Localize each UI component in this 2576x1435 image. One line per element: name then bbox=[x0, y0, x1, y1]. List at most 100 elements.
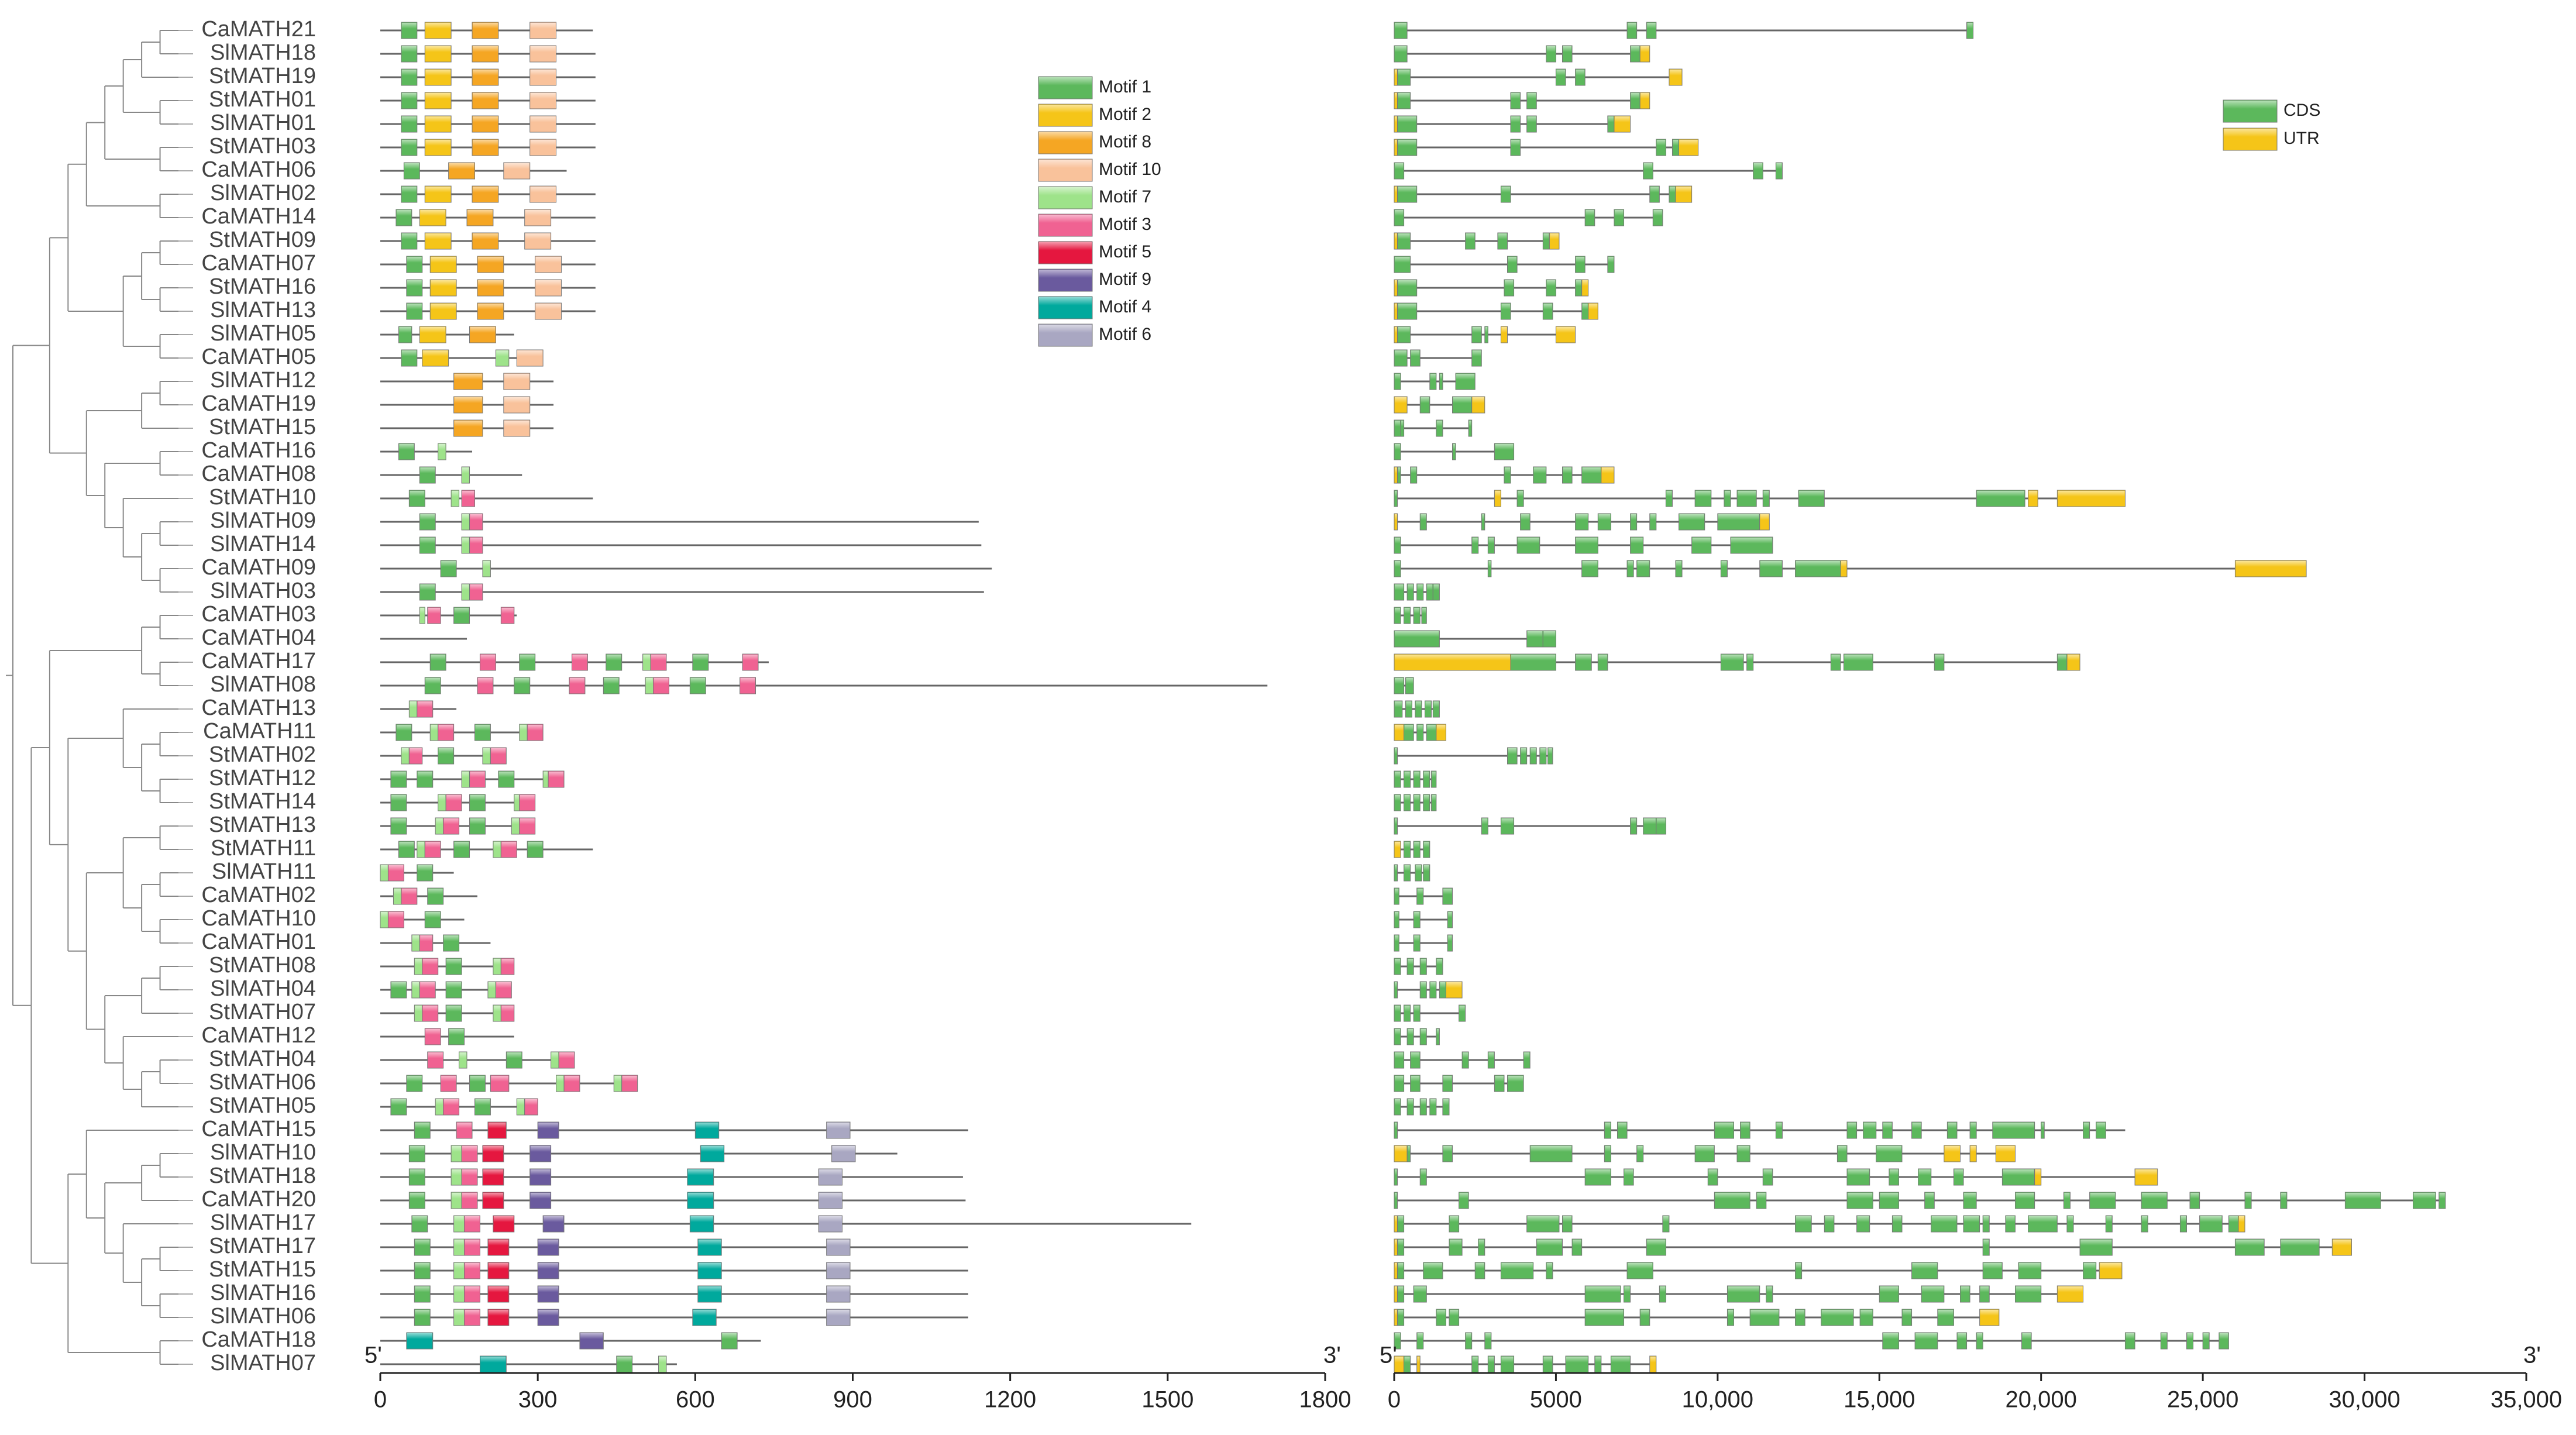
block-highlight bbox=[1799, 491, 1824, 497]
block-highlight bbox=[1738, 491, 1756, 497]
motif-box-highlight bbox=[722, 1333, 737, 1339]
gene-row-slmath16 bbox=[1394, 1285, 2084, 1303]
cds-block bbox=[1659, 1285, 1666, 1303]
legend-swatch-highlight bbox=[1039, 105, 1092, 113]
block-highlight bbox=[1576, 514, 1588, 520]
block-highlight bbox=[1663, 1216, 1669, 1222]
motif-box-highlight bbox=[698, 1263, 721, 1269]
gene-row-stmath02 bbox=[1394, 747, 1553, 765]
gene-structure-panel: 0 5000 10,000 15,000 20,000 25,000 30,000 35,00… bbox=[1380, 22, 2562, 1413]
motif-box-highlight bbox=[504, 163, 529, 169]
cds-block bbox=[1404, 864, 1411, 882]
axis-tick-label: 35,000 bbox=[2491, 1387, 2562, 1413]
block-highlight bbox=[1459, 1006, 1465, 1011]
motif-box-highlight bbox=[530, 140, 556, 146]
block-highlight bbox=[1395, 514, 1397, 520]
legend-item-motif-2: Motif 2 bbox=[1038, 104, 1151, 127]
motif-box-highlight bbox=[493, 842, 501, 848]
block-highlight bbox=[1741, 1123, 1750, 1128]
block-highlight bbox=[1876, 1146, 1901, 1152]
cds-block bbox=[1630, 513, 1638, 531]
block-highlight bbox=[1482, 818, 1488, 824]
motif-box-highlight bbox=[528, 725, 543, 731]
cds-block bbox=[1419, 1168, 1427, 1186]
block-highlight bbox=[1421, 959, 1426, 965]
block-highlight bbox=[1421, 1169, 1426, 1175]
block-highlight bbox=[1595, 1357, 1601, 1362]
gene-row-stmath17 bbox=[1394, 1238, 2352, 1256]
motif-box-highlight bbox=[622, 1076, 637, 1082]
motif-box-highlight bbox=[488, 1123, 506, 1128]
block-highlight bbox=[1938, 1310, 1954, 1316]
block-highlight bbox=[1582, 467, 1601, 473]
block-highlight bbox=[2126, 1333, 2135, 1339]
block-highlight bbox=[1656, 818, 1666, 824]
block-highlight bbox=[1395, 304, 1397, 309]
block-highlight bbox=[1456, 374, 1475, 380]
gene-row-slmath08 bbox=[1394, 677, 1414, 694]
block-highlight bbox=[1731, 538, 1772, 543]
block-highlight bbox=[1531, 748, 1536, 754]
block-highlight bbox=[1977, 1333, 1983, 1339]
gene-row-camath02 bbox=[1394, 887, 1453, 905]
gene-row-camath18 bbox=[1394, 1332, 2229, 1350]
gene-row-camath10 bbox=[1394, 911, 1453, 928]
cds-block bbox=[1429, 373, 1437, 390]
motif-box-highlight bbox=[470, 818, 485, 824]
motif-box-highlight bbox=[520, 725, 527, 731]
block-highlight bbox=[1398, 304, 1416, 309]
motif-box-highlight bbox=[407, 304, 422, 309]
motif-box-highlight bbox=[473, 116, 498, 122]
motif-box-highlight bbox=[438, 444, 446, 450]
motif-box-highlight bbox=[425, 842, 441, 848]
legend-item-utr: UTR bbox=[2223, 128, 2320, 151]
block-highlight bbox=[1432, 795, 1436, 801]
block-highlight bbox=[1398, 1240, 1404, 1245]
block-highlight bbox=[1395, 1310, 1397, 1316]
block-highlight bbox=[1395, 233, 1397, 239]
cds-block bbox=[1406, 583, 1414, 601]
block-highlight bbox=[1848, 1123, 1856, 1128]
block-highlight bbox=[1395, 397, 1407, 403]
cds-block bbox=[1419, 958, 1427, 975]
gene-row-stmath06 bbox=[1394, 1075, 1524, 1092]
cds-block bbox=[1413, 1004, 1421, 1022]
legend-item-motif-10: Motif 10 bbox=[1038, 159, 1161, 182]
gene-row-slmath07 bbox=[1394, 1355, 1657, 1373]
axis-tick-label: 10,000 bbox=[1682, 1387, 1753, 1413]
block-highlight bbox=[1395, 959, 1401, 965]
gene-label: StMATH01 bbox=[209, 87, 316, 112]
motif-row-stmath02: StMATH02 bbox=[209, 742, 507, 767]
block-highlight bbox=[1501, 187, 1511, 192]
motif-box-highlight bbox=[381, 912, 388, 918]
gene-label: StMATH04 bbox=[209, 1047, 316, 1071]
block-highlight bbox=[1408, 1099, 1413, 1105]
gene-row-camath06 bbox=[1394, 162, 1783, 180]
legend-item-motif-9: Motif 9 bbox=[1038, 269, 1151, 292]
block-highlight bbox=[2345, 1193, 2381, 1199]
cds-block bbox=[1413, 911, 1421, 928]
motif-box-highlight bbox=[690, 1216, 713, 1222]
motif-box-highlight bbox=[443, 1099, 459, 1105]
block-highlight bbox=[1406, 701, 1412, 707]
legend-swatch-highlight bbox=[1039, 270, 1092, 278]
gene-row-slmath05 bbox=[1394, 326, 1576, 343]
motif-box-highlight bbox=[399, 327, 411, 333]
cds-block bbox=[1394, 770, 1401, 788]
gene-label: CaMATH16 bbox=[201, 438, 316, 463]
block-highlight bbox=[1844, 655, 1873, 660]
motif-box-highlight bbox=[388, 912, 404, 918]
motif-box-highlight bbox=[401, 23, 417, 29]
gene-label: StMATH15 bbox=[209, 1257, 316, 1282]
gene-row-camath09 bbox=[1394, 560, 2307, 577]
gene-label: SlMATH03 bbox=[210, 579, 316, 603]
block-highlight bbox=[2161, 1333, 2167, 1339]
cds-block bbox=[1410, 466, 1418, 484]
motif-box-highlight bbox=[477, 280, 503, 286]
cds-block bbox=[2041, 1121, 2045, 1139]
motif-box-highlight bbox=[696, 1123, 718, 1128]
block-highlight bbox=[1398, 1216, 1404, 1222]
cds-block bbox=[2063, 1192, 2071, 1209]
cds-block bbox=[1746, 653, 1754, 671]
legend-label: Motif 8 bbox=[1099, 132, 1151, 152]
